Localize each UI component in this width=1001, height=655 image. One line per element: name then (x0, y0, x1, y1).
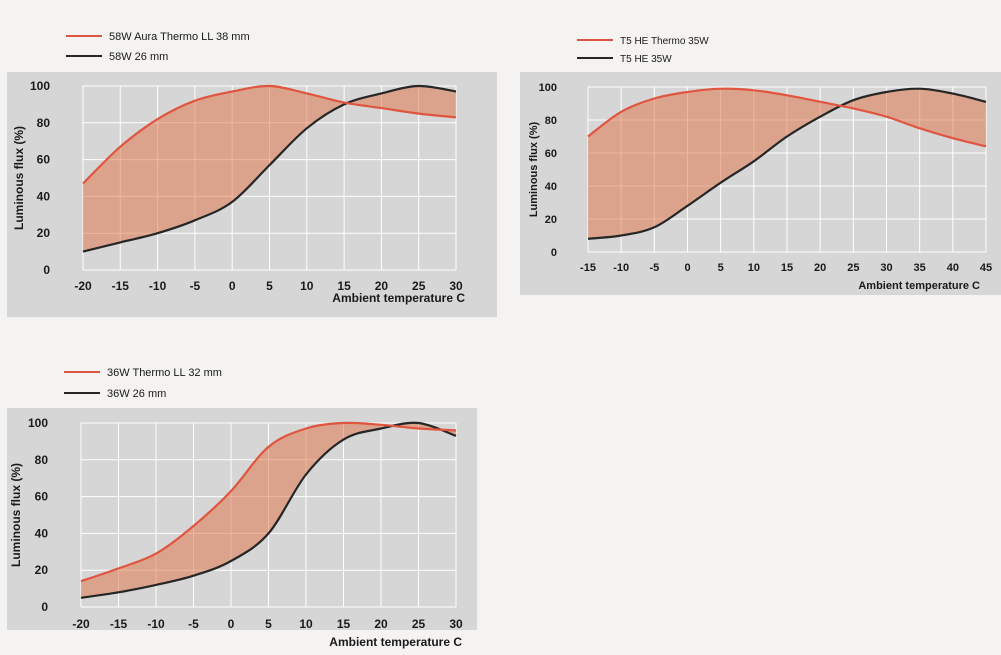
x-tick-label: 10 (748, 262, 760, 274)
series-line-standard (587, 87, 987, 240)
x-tick-label: 25 (412, 617, 426, 631)
y-tick-label: 20 (545, 214, 557, 226)
x-tick-label: 45 (980, 262, 992, 274)
x-tick-label: 0 (228, 617, 235, 631)
legend-label: T5 HE Thermo 35W (620, 36, 709, 47)
legend-label: 36W 26 mm (107, 388, 166, 400)
x-tick-label: 15 (337, 617, 351, 631)
x-tick-label: -20 (74, 279, 92, 293)
series-line-thermo (80, 421, 457, 583)
x-tick-label: 25 (412, 279, 426, 293)
x-tick-label: 10 (299, 617, 313, 631)
y-axis-label: Luminous flux (%) (9, 463, 23, 567)
x-tick-label: 10 (300, 279, 314, 293)
x-tick-label: 15 (337, 279, 351, 293)
x-tick-label: -20 (72, 617, 90, 631)
y-tick-label: 20 (37, 226, 51, 240)
x-tick-label: -15 (112, 279, 130, 293)
series-line-standard (82, 84, 457, 253)
y-tick-label: 40 (37, 189, 51, 203)
y-tick-label: 0 (551, 247, 557, 259)
difference-fill-area (83, 85, 456, 252)
series-line-thermo (82, 84, 457, 185)
chart-2: 0 20 40 60 80 100 -15 -10 -5 0 5 10 15 20 25 30 35 40 45Am… (520, 36, 1001, 295)
x-tick-label: 20 (375, 279, 389, 293)
legend-label: 58W Aura Thermo LL 38 mm (109, 31, 250, 43)
x-tick-label: 20 (814, 262, 826, 274)
y-tick-label: 100 (539, 82, 557, 94)
y-tick-label: 60 (35, 490, 49, 504)
y-axis-label: Luminous flux (%) (12, 126, 26, 230)
x-axis-label: Ambient temperature C (329, 635, 462, 649)
y-tick-label: 100 (30, 79, 50, 93)
x-tick-label: 0 (684, 262, 690, 274)
difference-fill-area (588, 88, 986, 239)
legend-label: 36W Thermo LL 32 mm (107, 367, 222, 379)
y-tick-label: 60 (545, 148, 557, 160)
x-tick-label: 35 (914, 262, 926, 274)
y-tick-label: 40 (545, 181, 557, 193)
x-tick-label: 5 (265, 617, 272, 631)
y-tick-label: 60 (37, 153, 51, 167)
x-tick-label: 30 (449, 279, 463, 293)
x-tick-label: 15 (781, 262, 793, 274)
x-axis-label: Ambient temperature C (332, 291, 465, 305)
y-tick-label: 100 (28, 416, 48, 430)
x-tick-label: -15 (580, 262, 596, 274)
chart-3: 0 20 40 60 80 100 -20 -15 -10 -5 0 5 10 15 20 25 30 Ambie… (7, 367, 477, 649)
y-axis-label: Luminous flux (%) (528, 122, 540, 218)
y-tick-label: 40 (35, 526, 49, 540)
x-axis-label: Ambient temperature C (858, 280, 980, 292)
legend-label: 58W 26 mm (109, 51, 168, 63)
x-tick-label: 30 (449, 617, 463, 631)
x-tick-label: -15 (110, 617, 128, 631)
series-line-thermo (587, 87, 987, 148)
y-tick-label: 20 (35, 563, 49, 577)
x-tick-label: 5 (718, 262, 724, 274)
x-tick-label: -10 (149, 279, 167, 293)
y-tick-label: 0 (43, 263, 50, 277)
y-tick-label: 0 (41, 600, 48, 614)
x-tick-label: 0 (229, 279, 236, 293)
x-tick-label: -10 (613, 262, 629, 274)
x-tick-label: 40 (947, 262, 959, 274)
chart-1: 0 20 40 60 80 100 -20 -15 -10 -5 0 5 10 15 20 25 30Ambie… (7, 31, 497, 317)
x-tick-label: 5 (266, 279, 273, 293)
x-tick-label: -5 (649, 262, 659, 274)
difference-fill-area (81, 422, 456, 598)
legend-label: T5 HE 35W (620, 54, 672, 65)
y-tick-label: 80 (37, 116, 51, 130)
y-tick-label: 80 (35, 453, 49, 467)
x-tick-label: 20 (374, 617, 388, 631)
x-tick-label: -10 (147, 617, 165, 631)
x-tick-label: -5 (190, 279, 201, 293)
y-tick-label: 80 (545, 115, 557, 127)
x-tick-label: 25 (847, 262, 859, 274)
x-tick-label: -5 (188, 617, 199, 631)
x-tick-label: 30 (880, 262, 892, 274)
